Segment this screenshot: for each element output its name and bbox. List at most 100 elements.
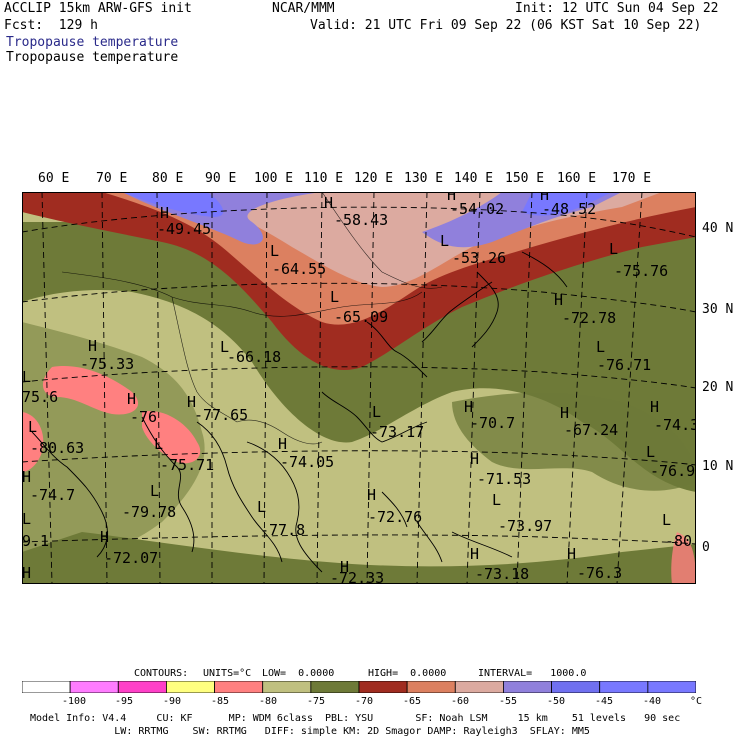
center-symbol: H: [554, 291, 563, 309]
center-symbol: L: [596, 338, 605, 356]
center-value: -48.52: [542, 200, 596, 218]
contours-label: CONTOURS:: [134, 668, 189, 679]
band-blue-east: [522, 192, 612, 216]
header-fcst: Fcst: 129 h: [4, 18, 98, 33]
tropopause-temperature-map: H -49.45 H -58.43 H -54.02 H -48.52 L -6…: [22, 192, 696, 584]
header-valid: Valid: 21 UTC Fri 09 Sep 22 (06 KST Sat …: [310, 18, 702, 33]
legend-tick: -65: [403, 696, 422, 707]
center-value: -73.97: [498, 517, 552, 535]
center-value: -76.71: [597, 356, 651, 374]
lon-label: 120 E: [354, 171, 394, 186]
lon-label: 60 E: [38, 171, 70, 186]
center-value: -64.55: [272, 260, 326, 278]
center-value: -71.53: [477, 470, 531, 488]
map-frame: [22, 192, 696, 584]
center-value: -75.33: [80, 355, 134, 373]
center-symbol: L: [22, 510, 31, 528]
legend-tick: -50: [547, 696, 566, 707]
field-title-2: Tropopause temperature: [6, 50, 179, 65]
legend-swatch: [214, 681, 264, 693]
center-value: -80.63: [30, 439, 84, 457]
center-value: -75.71: [160, 456, 214, 474]
center-symbol: H: [540, 192, 549, 204]
center-symbol: L: [609, 240, 618, 258]
model-info-line-1: Model Info: V4.4 CU: KF MP: WDM 6class P…: [30, 713, 681, 724]
legend-swatch: [166, 681, 215, 693]
center-symbol: H: [160, 204, 169, 222]
center-symbol: L: [220, 338, 229, 356]
center-symbol: L: [330, 288, 339, 306]
country-borders: [61, 192, 443, 445]
contours-interval: INTERVAL= 1000.0: [478, 668, 587, 679]
lat-label: 10 N: [702, 459, 734, 474]
pressure-centers: H -49.45 H -58.43 H -54.02 H -48.52 L -6…: [22, 192, 696, 584]
center-symbol: H: [367, 486, 376, 504]
center-symbol: H: [470, 450, 479, 468]
center-symbol: L: [150, 482, 159, 500]
center-value: -76.3: [577, 564, 622, 582]
center-value: -76.92: [650, 462, 696, 480]
center-value: 75.6: [22, 388, 58, 406]
legend-swatch: [454, 681, 504, 693]
center-symbol: L: [257, 498, 266, 516]
legend-swatch: [117, 681, 167, 693]
graticule: [22, 192, 696, 584]
center-value: -67.24: [564, 421, 618, 439]
legend-swatch: [503, 681, 552, 693]
center-symbol: L: [154, 435, 163, 453]
lon-label: 70 E: [96, 171, 128, 186]
center-value: -77.8: [260, 521, 305, 539]
header-center: NCAR/MMM: [272, 1, 335, 16]
center-value: -72.78: [562, 309, 616, 327]
center-value: -54.02: [450, 200, 504, 218]
color-legend-bar: [22, 681, 696, 693]
legend-tick: -40: [643, 696, 662, 707]
legend-swatch: [406, 681, 456, 693]
legend-unit: °C: [690, 696, 703, 707]
center-symbol: L: [662, 511, 671, 529]
legend-tick: -95: [115, 696, 134, 707]
center-symbol: H: [464, 398, 473, 416]
center-value: 9.1: [22, 532, 49, 550]
coastlines: [31, 251, 568, 573]
center-symbol: H: [560, 404, 569, 422]
lon-label: 110 E: [304, 171, 344, 186]
center-value: -74.05: [280, 453, 334, 471]
lon-label: 90 E: [205, 171, 237, 186]
center-symbol: L: [22, 368, 31, 386]
center-value: -70.7: [470, 414, 515, 432]
center-symbol: H: [100, 528, 109, 546]
center-value: -73.17: [370, 423, 424, 441]
center-value: -79.78: [122, 503, 176, 521]
center-value: -76: [130, 408, 157, 426]
contours-units: UNITS=°C: [203, 668, 252, 679]
contours-high: HIGH= 0.0000: [368, 668, 447, 679]
legend-swatch: [358, 681, 408, 693]
center-symbol: H: [278, 435, 287, 453]
center-value: -72.76: [368, 508, 422, 526]
band-salmon-3: [22, 412, 44, 472]
center-symbol: H: [22, 564, 31, 582]
lon-label: 130 E: [404, 171, 444, 186]
legend-swatch: [599, 681, 649, 693]
center-symbol: L: [372, 403, 381, 421]
legend-tick: -70: [355, 696, 374, 707]
lat-label: 20 N: [702, 380, 734, 395]
center-value: -49.45: [157, 220, 211, 238]
center-value: -53.26: [452, 249, 506, 267]
header-init: Init: 12 UTC Sun 04 Sep 22: [515, 1, 719, 16]
center-value: -58.43: [334, 211, 388, 229]
center-symbol: L: [492, 491, 501, 509]
center-symbol: H: [340, 558, 349, 576]
band-olive-east: [452, 392, 696, 491]
lat-label: 0: [702, 540, 710, 555]
center-value: -66.18: [227, 348, 281, 366]
contours-low: LOW= 0.0000: [262, 668, 335, 679]
lon-label: 100 E: [254, 171, 294, 186]
center-symbol: H: [447, 192, 456, 204]
center-value: -72.07: [104, 549, 158, 567]
center-value: -75.76: [614, 262, 668, 280]
center-symbol: H: [470, 545, 479, 563]
band-salmon-4: [671, 532, 696, 584]
lon-label: 150 E: [505, 171, 545, 186]
